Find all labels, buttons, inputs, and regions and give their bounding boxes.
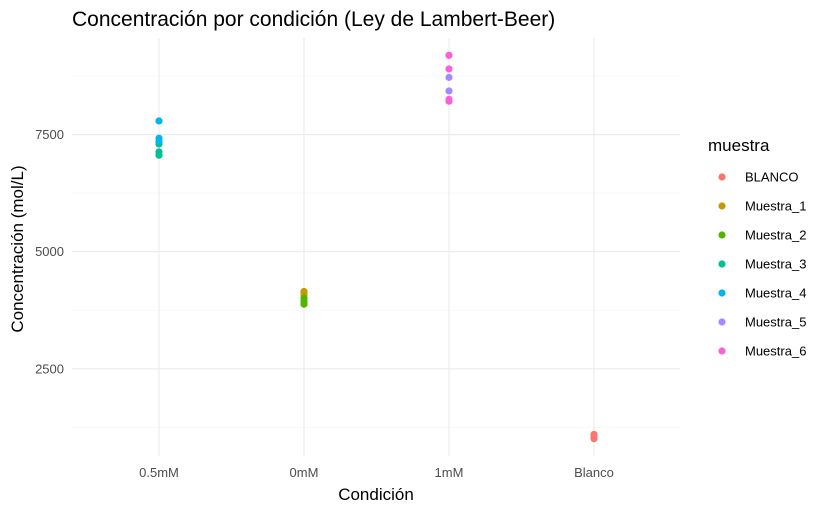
point-muestra-6	[445, 65, 453, 73]
y-tick-label: 5000	[35, 244, 64, 259]
y-axis-title: Concentración (mol/L)	[8, 165, 27, 332]
legend-title: muestra	[708, 136, 770, 155]
point-muestra-4	[155, 137, 163, 146]
legend-key	[718, 289, 726, 297]
legend-label: Muestra_2	[745, 228, 806, 243]
y-tick-label: 2500	[35, 361, 64, 376]
x-tick-label: 1mM	[435, 465, 464, 480]
data-points	[155, 51, 598, 443]
legend-label: Muestra_6	[745, 344, 806, 359]
legend-key	[718, 318, 726, 326]
y-axis-ticks: 2500 5000 7500	[35, 127, 64, 376]
point-muestra-2	[300, 294, 308, 302]
x-tick-label: 0mM	[290, 465, 319, 480]
legend-key	[718, 202, 726, 210]
legend-label: Muestra_4	[745, 286, 806, 301]
legend-label: Muestra_5	[745, 315, 806, 330]
legend-key	[718, 260, 726, 268]
x-tick-label: 0.5mM	[139, 465, 179, 480]
point-muestra-6	[445, 51, 453, 59]
legend: muestra BLANCO Muestra_1 Muestra_2 Muestra_…	[708, 136, 806, 359]
legend-label: BLANCO	[745, 170, 798, 185]
x-axis-ticks: 0.5mM 0mM 1mM Blanco	[139, 465, 614, 480]
point-muestra-4	[155, 117, 163, 125]
chart-title: Concentración por condición (Ley de Lamb…	[72, 8, 555, 31]
point-muestra-5	[445, 73, 453, 81]
x-tick-label: Blanco	[574, 465, 614, 480]
point-blanco	[590, 430, 598, 439]
grid	[72, 38, 680, 456]
point-muestra-5	[445, 87, 453, 95]
y-tick-label: 7500	[35, 127, 64, 142]
legend-key	[718, 173, 726, 181]
legend-label: Muestra_3	[745, 257, 806, 272]
x-axis-title: Condición	[338, 485, 414, 504]
point-muestra-6	[445, 97, 453, 105]
legend-key	[718, 347, 726, 355]
legend-label: Muestra_1	[745, 199, 806, 214]
point-muestra-3	[155, 148, 163, 156]
legend-key	[718, 231, 726, 239]
